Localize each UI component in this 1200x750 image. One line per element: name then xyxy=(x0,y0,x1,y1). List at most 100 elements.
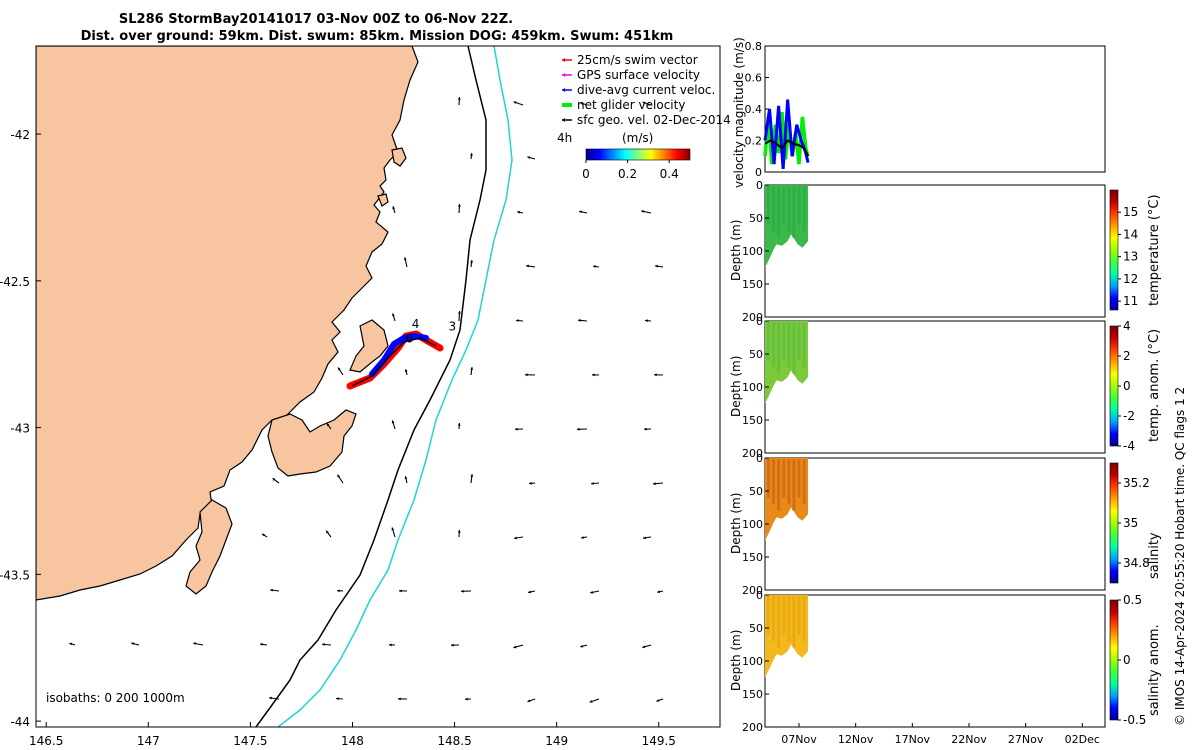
section-panel: 0 50 100 150 200 Depth (m) 11 12 13 14 15 temperatu… xyxy=(729,179,1162,324)
velocity-vector-head xyxy=(193,642,197,646)
velocity-vector-head xyxy=(337,474,341,478)
velocity-vector-head xyxy=(514,536,517,540)
velocity-vector-head xyxy=(326,530,329,534)
velocity-vector-head xyxy=(580,644,584,648)
section-panel: 0 50 100 150 200 Depth (m) -0.5 0 0.5 salinity an… xyxy=(729,589,1162,734)
velocity-ytick-label: 0.8 xyxy=(745,40,763,53)
velocity-series-line xyxy=(763,99,810,169)
section-colorbar-label: salinity xyxy=(1147,532,1162,579)
section-cbar-tick-label: 2 xyxy=(1123,349,1131,363)
section-cbar-tick-label: -4 xyxy=(1123,439,1135,453)
velocity-vector-head xyxy=(270,588,273,592)
section-ytick-label: 100 xyxy=(742,245,763,258)
legend-arrowhead xyxy=(562,73,565,77)
land-island-small xyxy=(391,147,407,167)
section-axes xyxy=(764,320,1106,454)
map-xtick-label: 148.5 xyxy=(437,734,471,748)
section-cbar-tick-label: 12 xyxy=(1123,272,1138,286)
velocity-vector-head xyxy=(391,527,395,531)
land-island-small-2 xyxy=(377,193,389,207)
velocity-vector-head xyxy=(403,257,407,261)
velocity-vector-head xyxy=(592,373,595,377)
velocity-vector-head xyxy=(655,264,658,268)
section-colorbar xyxy=(1109,325,1119,447)
velocity-vector-head xyxy=(470,260,473,263)
velocity-vector-head xyxy=(513,101,517,104)
section-data-fill xyxy=(765,458,809,541)
velocity-vector-head xyxy=(392,206,396,210)
title-line-1: SL286 StormBay20141017 03-Nov 00Z to 06-… xyxy=(119,12,513,27)
velocity-vector-head xyxy=(590,590,594,594)
legend-arrowhead xyxy=(562,88,565,92)
velocity-vector-head xyxy=(451,643,454,647)
velocity-vector-head xyxy=(465,697,468,701)
map-xtick-label: 149.5 xyxy=(642,734,676,748)
velocity-vector-head xyxy=(391,420,395,424)
land-tasmania xyxy=(36,46,419,601)
velocity-vector-head xyxy=(392,313,395,317)
velocity-vector-head xyxy=(260,642,263,646)
section-ytick-label: 50 xyxy=(749,485,763,498)
section-ytick-label: 0 xyxy=(756,315,763,328)
velocity-vector-head xyxy=(515,427,518,431)
section-cbar-tick-label: 0 xyxy=(1123,653,1131,667)
map-xtick-label: 147 xyxy=(137,734,160,748)
velocity-vector-head xyxy=(527,156,531,159)
isobath-200m xyxy=(255,46,487,727)
section-panel: 0 50 100 150 200 Depth (m) -4 -2 0 2 4 temp. anom. … xyxy=(729,315,1162,460)
section-ytick-label: 100 xyxy=(742,381,763,394)
section-axes xyxy=(764,184,1106,318)
section-colorbar xyxy=(1109,189,1119,311)
section-cbar-tick-label: 14 xyxy=(1123,227,1138,241)
section-cbar-tick-label: 13 xyxy=(1123,250,1138,264)
time-tick-label: 12Nov xyxy=(838,733,874,746)
map-ytick-label: -43.5 xyxy=(0,568,30,582)
velocity-series-line xyxy=(764,139,809,157)
section-ytick-label: 50 xyxy=(749,622,763,635)
section-ytick-label: 200 xyxy=(742,584,763,597)
velocity-vector-head xyxy=(336,697,339,701)
velocity-axes xyxy=(764,45,1106,173)
colorbar-units: (m/s) xyxy=(622,131,653,145)
velocity-ytick-label: 0.6 xyxy=(745,72,763,85)
section-data-fill xyxy=(765,321,809,404)
velocity-vector-head xyxy=(337,589,340,593)
velocity-vector-head xyxy=(516,319,519,323)
section-ytick-label: 150 xyxy=(742,414,763,427)
section-ytick-label: 0 xyxy=(756,589,763,602)
footer-timestamp: © IMOS 14-Apr-2024 20:55:20 Hobart time.… xyxy=(1173,387,1187,726)
section-cbar-tick-label: 4 xyxy=(1123,319,1131,333)
velocity-vector-head xyxy=(399,589,402,593)
section-colorbar-label: temp. anom. (°C) xyxy=(1147,329,1162,442)
time-tick-label: 07Nov xyxy=(781,733,817,746)
scale-label: 4h xyxy=(557,131,572,145)
velocity-vector-head xyxy=(457,423,461,426)
map-xtick-label: 148 xyxy=(341,734,364,748)
velocity-vector-head xyxy=(642,101,646,105)
velocity-vector-head xyxy=(272,478,276,481)
velocity-vector-head xyxy=(591,482,594,485)
velocity-vector-head xyxy=(526,264,529,268)
velocity-vector-head xyxy=(528,590,532,594)
velocity-vector-head xyxy=(589,700,593,703)
velocity-vector-head xyxy=(457,204,461,207)
section-cbar-tick-label: 34.8 xyxy=(1123,556,1150,570)
section-ylabel: Depth (m) xyxy=(729,220,743,281)
section-data-fill xyxy=(765,595,809,678)
section-colorbar xyxy=(1109,462,1119,584)
section-axes xyxy=(764,594,1106,728)
map-xtick-label: 146.5 xyxy=(29,734,63,748)
velocity-vector-head xyxy=(261,533,265,537)
legend-arrowhead xyxy=(562,58,565,62)
map-ytick-label: -44 xyxy=(10,715,30,729)
velocity-panel: 0 0.2 0.4 0.6 0.8 velocity magnitude (m/s) xyxy=(732,37,1106,188)
section-ytick-label: 100 xyxy=(742,518,763,531)
velocity-vector-head xyxy=(457,97,461,100)
section-cbar-tick-label: 35 xyxy=(1123,516,1138,530)
track-label: 6 xyxy=(406,331,414,345)
isobath-1000m xyxy=(277,46,513,727)
map-xtick-label: 149 xyxy=(545,734,568,748)
velocity-vector-head xyxy=(469,153,473,156)
